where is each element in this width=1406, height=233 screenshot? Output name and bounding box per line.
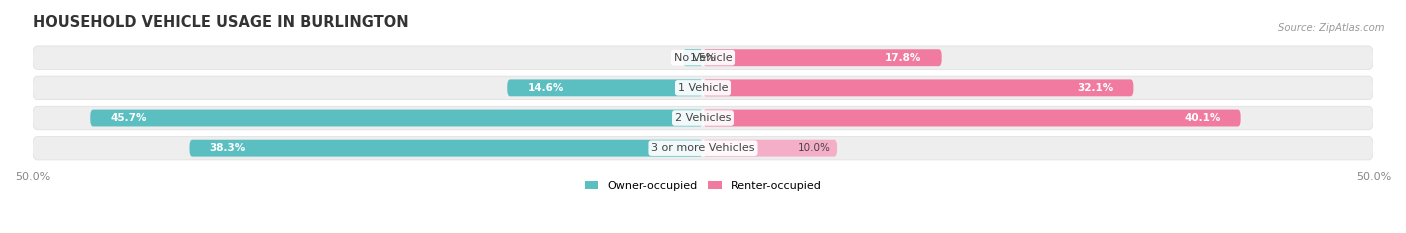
FancyBboxPatch shape [703,49,942,66]
FancyBboxPatch shape [32,76,1374,100]
Text: 2 Vehicles: 2 Vehicles [675,113,731,123]
Text: 1.5%: 1.5% [689,53,716,63]
FancyBboxPatch shape [683,49,703,66]
FancyBboxPatch shape [190,140,703,157]
Text: 40.1%: 40.1% [1184,113,1220,123]
FancyBboxPatch shape [703,110,1240,127]
Text: 14.6%: 14.6% [527,83,564,93]
Text: Source: ZipAtlas.com: Source: ZipAtlas.com [1278,23,1385,33]
FancyBboxPatch shape [32,106,1374,130]
Text: 45.7%: 45.7% [111,113,146,123]
FancyBboxPatch shape [508,79,703,96]
Legend: Owner-occupied, Renter-occupied: Owner-occupied, Renter-occupied [585,181,821,191]
FancyBboxPatch shape [90,110,703,127]
Text: HOUSEHOLD VEHICLE USAGE IN BURLINGTON: HOUSEHOLD VEHICLE USAGE IN BURLINGTON [32,15,408,30]
Text: 38.3%: 38.3% [209,143,246,153]
Text: 10.0%: 10.0% [797,143,831,153]
Text: 3 or more Vehicles: 3 or more Vehicles [651,143,755,153]
FancyBboxPatch shape [703,140,837,157]
Text: 32.1%: 32.1% [1077,83,1114,93]
Text: 1 Vehicle: 1 Vehicle [678,83,728,93]
Text: No Vehicle: No Vehicle [673,53,733,63]
FancyBboxPatch shape [32,136,1374,160]
FancyBboxPatch shape [703,79,1133,96]
Text: 17.8%: 17.8% [886,53,921,63]
FancyBboxPatch shape [32,46,1374,69]
